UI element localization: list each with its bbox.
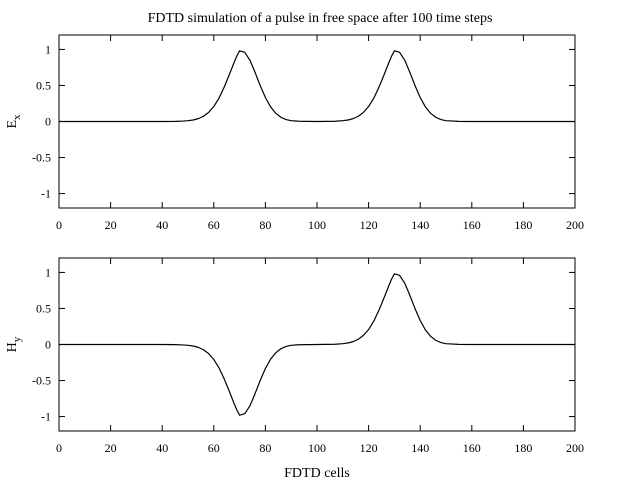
hy-y-tick-label: 0.5 [36,301,51,315]
hy-y-tick-label: 0 [45,338,51,352]
ex-x-tick-label: 160 [463,218,481,232]
ex-x-tick-label: 200 [566,218,584,232]
ex-series-line-0 [59,50,575,123]
ex-y-tick-label: 0 [45,115,51,129]
ex-y-axis-label: Ex [5,114,23,129]
hy-y-tick-label: -0.5 [32,374,51,388]
hy-panel: 0 20 40 60 80 100 120 140 160 180 200 -1 -0.5 0 0.5 1 Hy… [5,257,584,480]
hy-y-axis-label: Hy [5,336,23,352]
hy-y-axis-label-sub: y [11,336,23,342]
ex-x-tick-label: 120 [360,218,378,232]
hy-series-line-0 [59,273,575,416]
hy-x-tick-label: 20 [105,441,117,455]
hy-x-tick-label: 0 [56,441,62,455]
ex-y-tick-label: -1 [41,187,51,201]
ex-y-axis-label-main: E [5,120,20,129]
hy-y-tick-label: -1 [41,410,51,424]
hy-x-tick-label: 100 [308,441,326,455]
hy-x-tick-label: 40 [156,441,168,455]
ex-x-tick-label: 40 [156,218,168,232]
ex-y-tick-label: -0.5 [32,151,51,165]
ex-y-tick-label: 1 [45,42,51,56]
ex-x-tick-label: 80 [259,218,271,232]
hy-x-tick-label: 80 [259,441,271,455]
ex-y-tick-label: 0.5 [36,78,51,92]
hy-x-axis-label: FDTD cells [284,466,350,480]
ex-x-tick-label: 60 [208,218,220,232]
hy-x-tick-label: 160 [463,441,481,455]
ex-x-tick-label: 180 [514,218,532,232]
hy-x-tick-label: 200 [566,441,584,455]
hy-y-tick-label: 1 [45,265,51,279]
hy-x-tick-label: 120 [360,441,378,455]
ex-panel: 0 20 40 60 80 100 120 140 160 180 200 -1 -0.5 0 0.5 1 Ex [5,34,584,232]
ex-x-tick-label: 0 [56,218,62,232]
ex-x-tick-label: 20 [105,218,117,232]
ex-x-tick-label: 100 [308,218,326,232]
hy-x-tick-label: 60 [208,441,220,455]
chart-title: FDTD simulation of a pulse in free space… [148,11,493,26]
ex-y-axis-label-sub: x [11,114,23,120]
ex-x-tick-label: 140 [411,218,429,232]
hy-y-axis-label-main: H [5,342,20,352]
hy-x-tick-label: 180 [514,441,532,455]
hy-x-tick-label: 140 [411,441,429,455]
